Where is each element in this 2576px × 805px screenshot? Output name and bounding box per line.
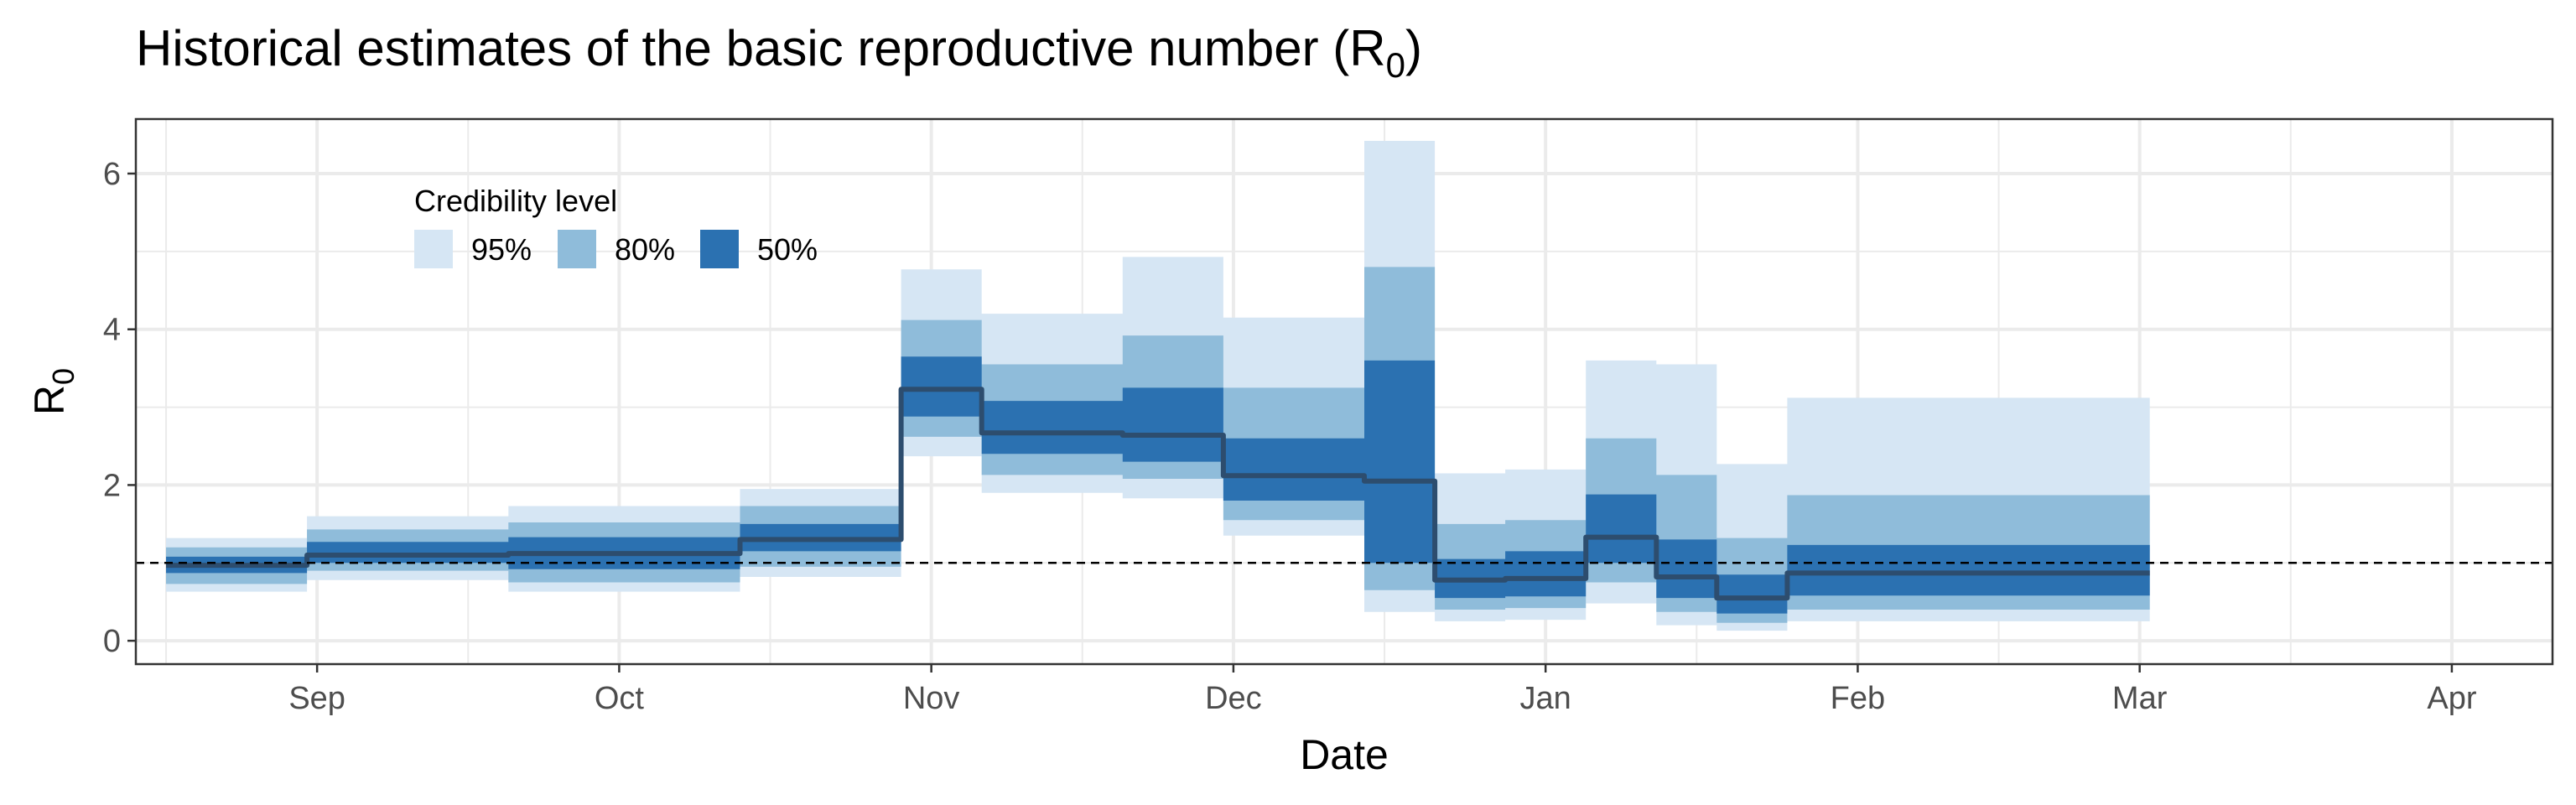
chart-title: Historical estimates of the basic reprod… bbox=[136, 20, 1422, 85]
x-tick-label: Oct bbox=[595, 681, 645, 716]
median-and-reference-lines bbox=[136, 387, 2553, 601]
y-tick-label: 6 bbox=[103, 157, 121, 192]
x-tick-label: Dec bbox=[1205, 681, 1262, 716]
legend-key-80 bbox=[558, 230, 596, 268]
x-tick-label: Mar bbox=[2112, 681, 2168, 716]
y-tick-label: 2 bbox=[103, 468, 121, 503]
legend-key-95 bbox=[414, 230, 453, 268]
band-50-percent bbox=[166, 356, 2150, 614]
plot-panel-border bbox=[134, 117, 2554, 666]
legend-label-80: 80% bbox=[615, 232, 675, 267]
legend: Credibility level 95% 80% 50% bbox=[414, 184, 818, 268]
x-tick-label: Apr bbox=[2427, 681, 2476, 716]
legend-key-50 bbox=[700, 230, 739, 268]
x-tick-label: Sep bbox=[288, 681, 345, 716]
median-line bbox=[166, 387, 2150, 601]
y-tick-label: 0 bbox=[103, 624, 121, 659]
x-tick-label: Jan bbox=[1520, 681, 1571, 716]
y-tick-label: 4 bbox=[103, 313, 121, 348]
credible-interval-bands bbox=[166, 141, 2150, 631]
legend-label-95: 95% bbox=[471, 232, 532, 267]
y-axis-title: R0 bbox=[26, 368, 80, 415]
axes: 0 2 4 6 Sep Oct Nov Dec Jan Feb Mar Apr bbox=[103, 157, 2477, 716]
x-tick-label: Nov bbox=[903, 681, 960, 716]
legend-title: Credibility level bbox=[414, 184, 617, 218]
legend-label-50: 50% bbox=[757, 232, 818, 267]
x-axis-title: Date bbox=[1300, 731, 1389, 778]
x-tick-label: Feb bbox=[1831, 681, 1885, 716]
